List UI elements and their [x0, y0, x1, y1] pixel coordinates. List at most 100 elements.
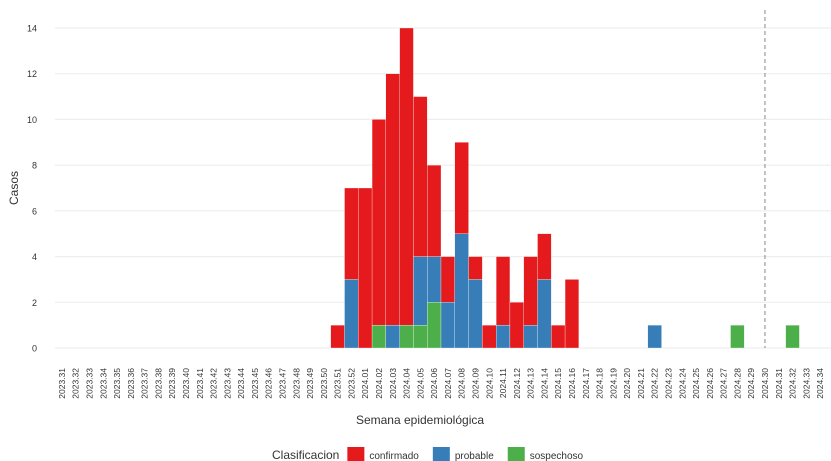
- y-axis-title: Casos: [7, 171, 21, 205]
- x-tick-label: 2024.08: [457, 368, 467, 399]
- x-tick-label: 2023.50: [319, 368, 329, 399]
- x-tick-label: 2024.15: [553, 368, 563, 399]
- x-tick-label: 2024.11: [498, 368, 508, 398]
- x-tick-label: 2024.24: [677, 368, 687, 399]
- bar-segment: [399, 324, 414, 349]
- x-tick-label: 2023.32: [71, 368, 81, 399]
- x-tick-label: 2024.34: [815, 368, 825, 399]
- x-tick-label: 2024.03: [388, 368, 398, 399]
- bar-segment: [523, 324, 538, 349]
- legend-swatch: [507, 447, 525, 461]
- bar-segment: [344, 279, 359, 349]
- x-tick-label: 2023.39: [167, 368, 177, 399]
- bar-segment: [647, 324, 662, 349]
- x-axis-title: Semana epidemiológica: [356, 413, 484, 427]
- y-tick-label: 4: [32, 252, 37, 262]
- y-tick-label: 0: [32, 344, 37, 354]
- legend-label: probable: [455, 451, 494, 461]
- bar-segment: [495, 324, 511, 349]
- y-tick-label: 6: [32, 206, 37, 216]
- x-tick-label: 2024.02: [374, 368, 384, 399]
- bar-segment: [413, 96, 428, 257]
- x-tick-label: 2024.17: [581, 368, 591, 399]
- x-tick-label: 2023.33: [84, 368, 94, 399]
- y-tick-label: 10: [27, 115, 37, 125]
- bar-segment: [440, 302, 455, 349]
- x-tick-label: 2024.23: [663, 368, 673, 399]
- bar-segment: [399, 27, 414, 326]
- bar-segment: [785, 324, 800, 349]
- bar-segment: [344, 187, 359, 280]
- bar-segment: [509, 302, 524, 349]
- bar-segment: [330, 324, 345, 349]
- bar-segment: [730, 324, 745, 349]
- x-tick-label: 2023.52: [346, 368, 356, 399]
- x-tick-label: 2024.22: [650, 368, 660, 399]
- x-tick-label: 2023.49: [305, 368, 315, 399]
- x-tick-label: 2023.47: [277, 368, 287, 399]
- x-tick-label: 2024.28: [732, 368, 742, 399]
- legend: Clasificacion confirmado probable sospechos…: [272, 447, 584, 461]
- bar-segment: [551, 324, 566, 349]
- x-tick-label: 2024.07: [443, 368, 453, 399]
- x-tick-label: 2023.35: [112, 368, 122, 399]
- bar-segment: [523, 256, 538, 326]
- bar-segment: [413, 324, 428, 349]
- bar-segment: [427, 256, 442, 303]
- y-tick-label: 8: [32, 161, 37, 171]
- x-tick-label: 2024.12: [512, 368, 522, 399]
- bar-segment: [468, 279, 483, 349]
- x-tick-label: 2024.26: [705, 368, 715, 399]
- x-tick-label: 2023.38: [153, 368, 163, 399]
- x-tick-label: 2024.33: [801, 368, 811, 399]
- x-tick-label: 2023.51: [333, 368, 343, 399]
- x-tick-label: 2023.48: [291, 368, 301, 399]
- x-tick-label: 2024.31: [774, 368, 784, 399]
- bar-segment: [564, 279, 580, 349]
- legend-swatch: [347, 447, 365, 461]
- legend-title: Clasificacion: [272, 448, 339, 461]
- x-tick-label: 2024.20: [622, 368, 632, 399]
- x-tick-label: 2023.40: [181, 368, 191, 399]
- x-tick-label: 2024.06: [429, 368, 439, 399]
- bar-segment: [440, 256, 455, 303]
- x-tick-label: 2024.27: [719, 368, 729, 399]
- bar-segment: [537, 233, 552, 280]
- bar-segment: [427, 164, 442, 257]
- x-tick-label: 2023.36: [126, 368, 136, 399]
- x-tick-label: 2023.37: [140, 368, 150, 399]
- bar-segment: [537, 279, 552, 349]
- legend-swatch: [432, 447, 450, 461]
- bar-segment: [413, 256, 428, 326]
- bar-segment: [371, 119, 387, 326]
- bar-segment: [427, 302, 442, 349]
- x-tick-label: 2024.14: [539, 368, 549, 399]
- x-tick-label: 2024.21: [636, 368, 646, 399]
- x-tick-label: 2023.42: [209, 368, 219, 399]
- bar-segment: [385, 324, 400, 349]
- bar-segment: [358, 187, 373, 349]
- legend-label: sospechoso: [530, 451, 584, 461]
- x-tick-label: 2024.04: [402, 368, 412, 399]
- bar-segment: [454, 142, 469, 234]
- x-tick-label: 2024.25: [691, 368, 701, 399]
- x-tick-label: 2023.34: [98, 368, 108, 399]
- x-tick-label: 2024.05: [415, 368, 425, 399]
- x-tick-label: 2024.30: [760, 368, 770, 399]
- y-tick-label: 2: [32, 298, 37, 308]
- bar-segment: [482, 324, 497, 349]
- x-tick-label: 2024.19: [608, 368, 618, 399]
- x-tick-label: 2023.41: [195, 368, 205, 399]
- x-tick-label: 2024.32: [788, 368, 798, 399]
- x-tick-label: 2024.09: [470, 368, 480, 399]
- x-tick-label: 2023.45: [250, 368, 260, 399]
- x-tick-label: 2023.43: [222, 368, 232, 399]
- legend-label: confirmado: [369, 451, 419, 461]
- x-tick-label: 2024.16: [567, 368, 577, 399]
- x-tick-label: 2024.10: [484, 368, 494, 399]
- x-tick-label: 2024.29: [746, 368, 756, 399]
- bar-segment: [495, 256, 511, 326]
- x-tick-label: 2023.46: [264, 368, 274, 399]
- bar-segment: [371, 324, 387, 349]
